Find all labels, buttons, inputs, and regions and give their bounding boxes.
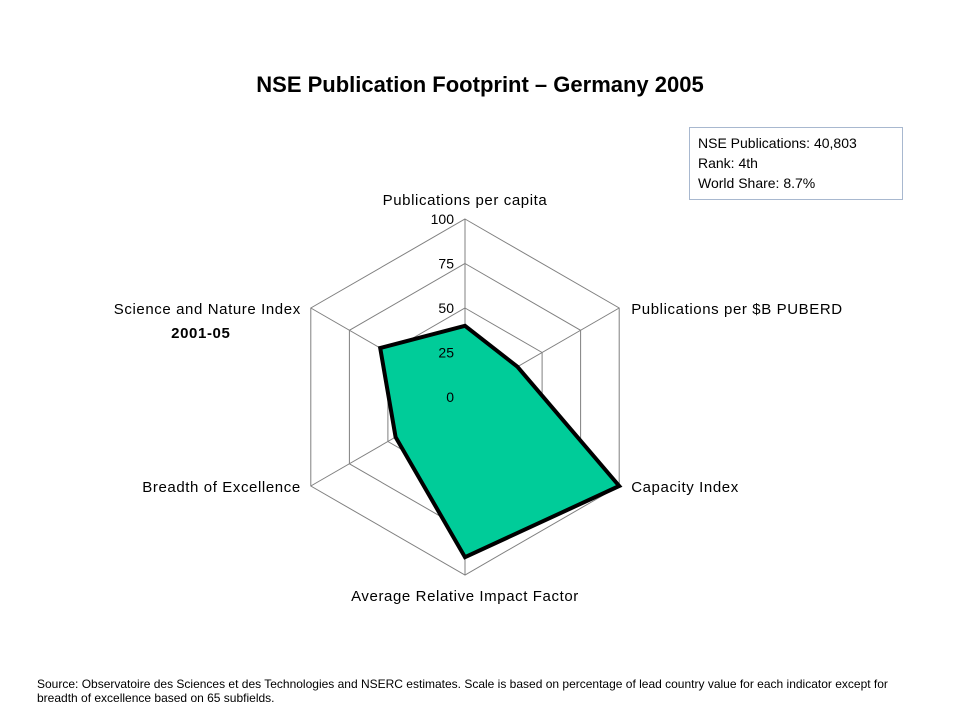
stats-rank: Rank: 4th [698, 155, 758, 171]
tick-label: 75 [438, 256, 454, 272]
axis-label: Publications per capita [383, 192, 548, 209]
series-area [377, 323, 623, 560]
axis-label: Average Relative Impact Factor [351, 588, 579, 605]
radar-ticks: 0 25 50 75 100 [431, 211, 455, 405]
radar-series [377, 323, 623, 560]
source-note: Source: Observatoire des Sciences et des… [37, 677, 888, 705]
axis-label: Breadth of Excellence [142, 479, 301, 496]
stats-publications: NSE Publications: 40,803 [698, 135, 857, 151]
radar-axis-labels: Publications per capita Publications per … [114, 192, 843, 605]
axis-sublabel: 2001-05 [171, 325, 230, 342]
axis-label: Science and Nature Index [114, 301, 301, 318]
stats-world-share: World Share: 8.7% [698, 175, 816, 191]
tick-label: 25 [438, 345, 454, 361]
tick-label: 100 [431, 211, 455, 227]
tick-label: 0 [446, 389, 454, 405]
axis-label: Publications per $B PUBERD [631, 301, 843, 318]
chart-title: NSE Publication Footprint – Germany 2005 [256, 72, 704, 97]
stats-box: NSE Publications: 40,803 Rank: 4th World… [689, 127, 903, 200]
axis-label: Capacity Index [631, 479, 739, 496]
tick-label: 50 [438, 300, 454, 316]
